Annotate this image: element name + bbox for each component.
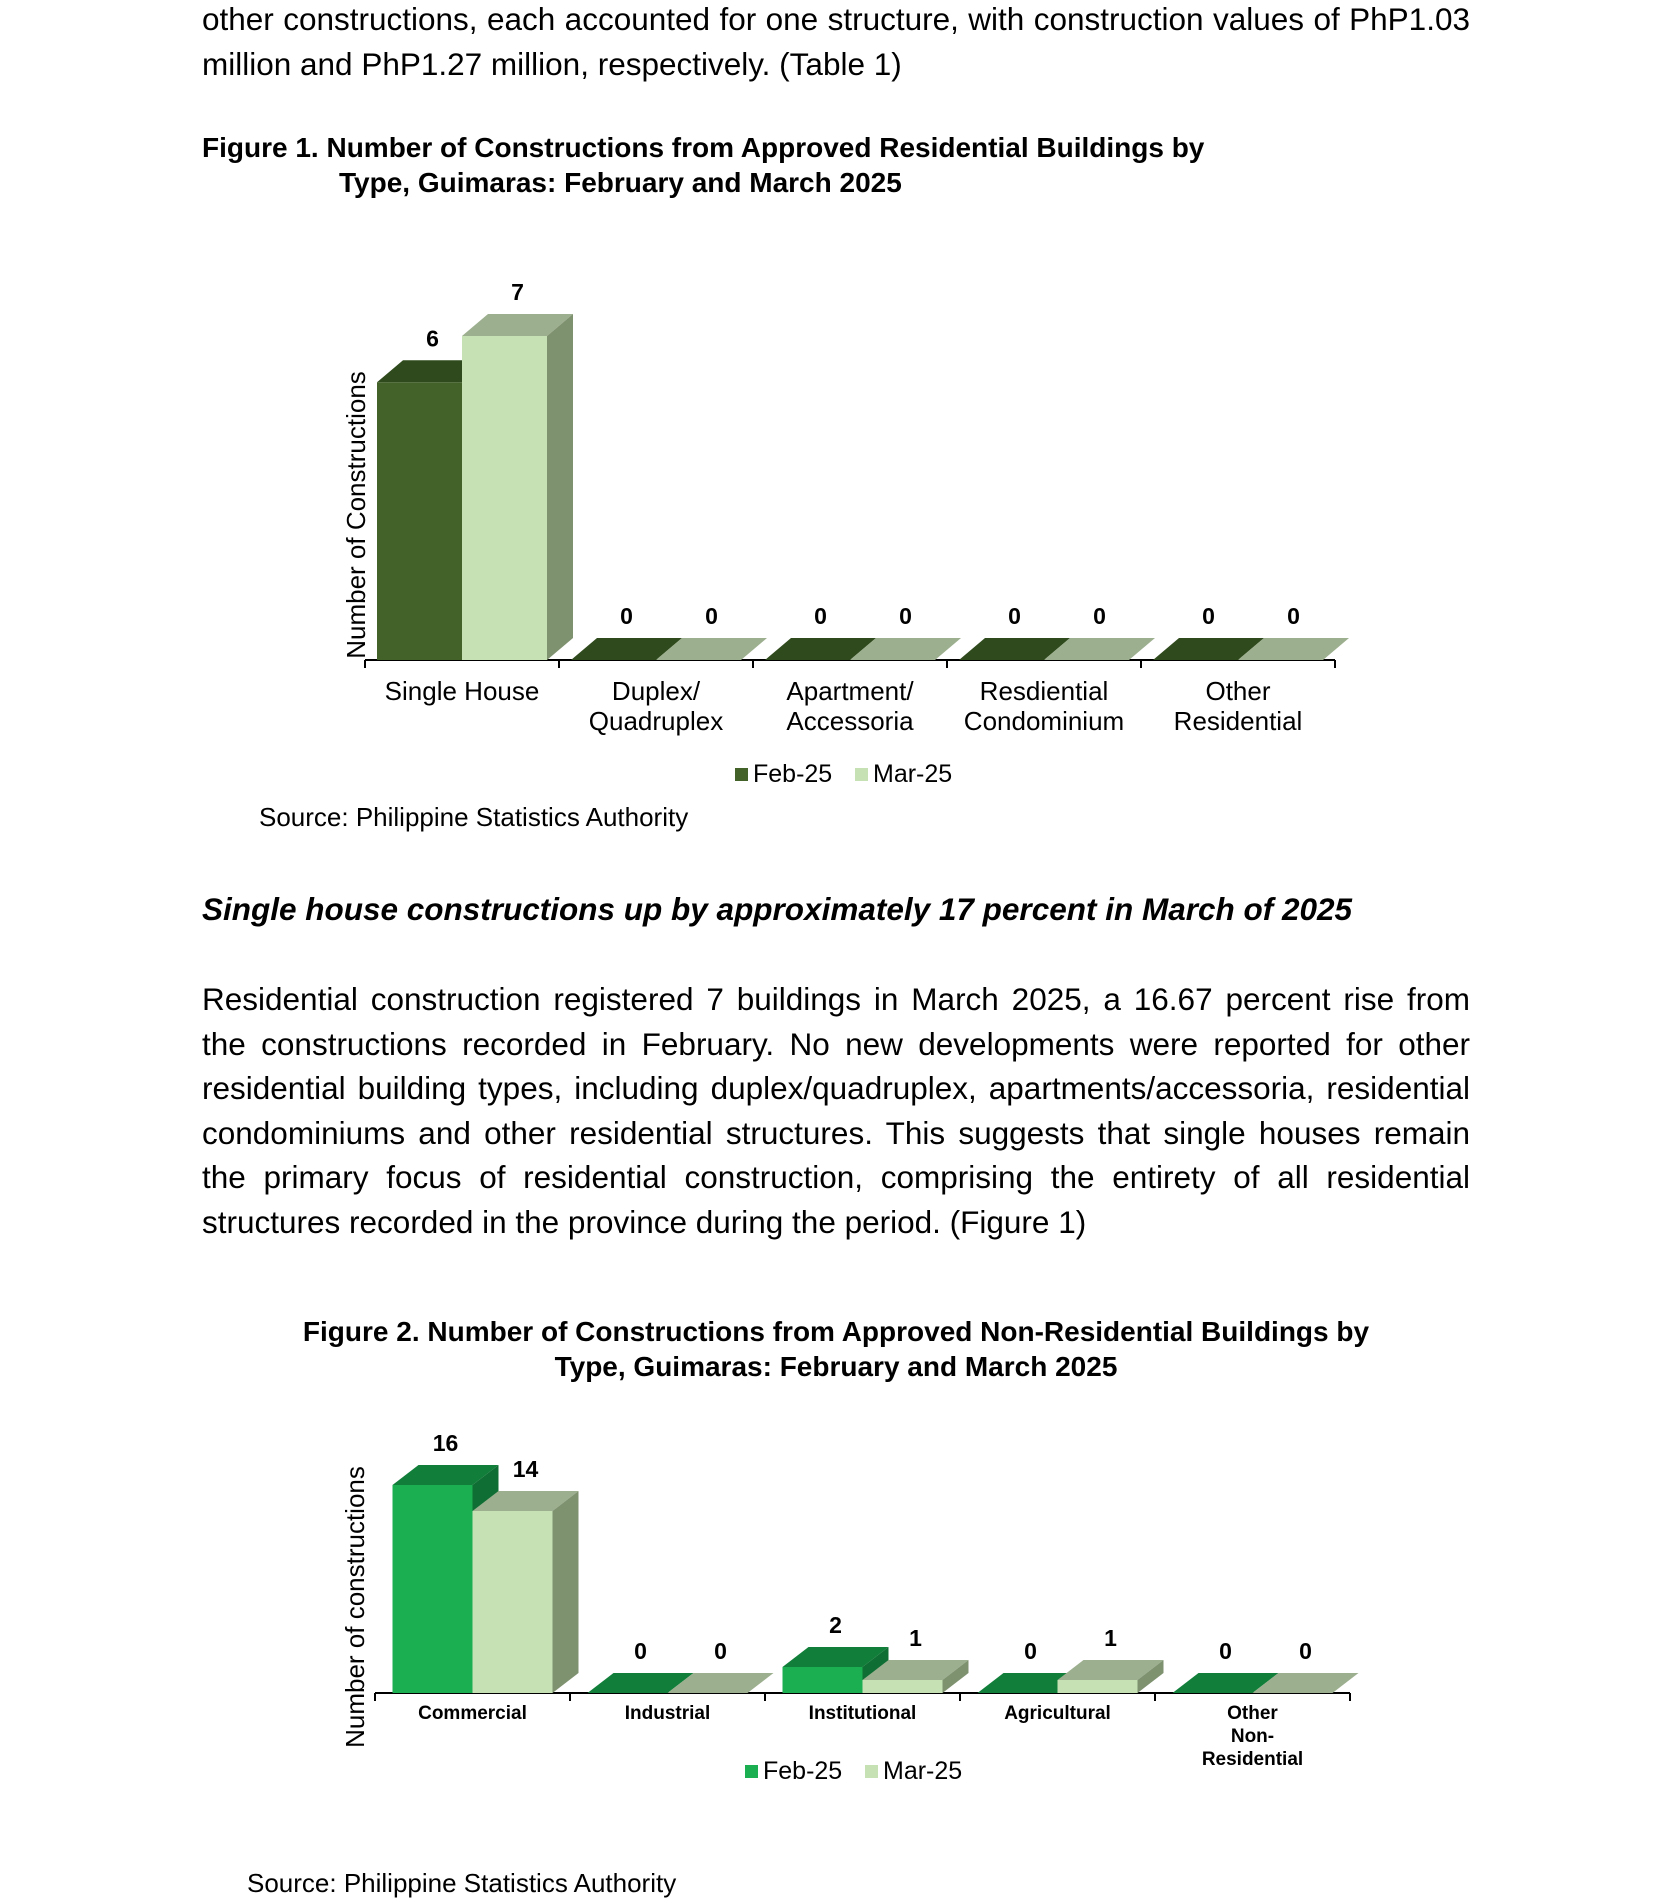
category-label: Duplex/ [612,676,701,706]
figure2-title-line2: Type, Guimaras: February and March 2025 [554,1351,1118,1382]
data-label: 7 [511,279,524,305]
data-label: 6 [426,325,439,351]
bar-mar-25-front [862,1680,943,1693]
category-label: Single House [385,676,540,706]
legend-label-mar-25: Mar-25 [873,760,952,788]
data-label: 0 [714,1638,727,1664]
legend-swatch-mar-25 [855,768,868,781]
bar-feb-25-top [587,1673,694,1693]
category-label: Quadruplex [589,706,723,736]
category-label: Non- [1231,1726,1274,1747]
data-label: 1 [1104,1625,1117,1651]
category-label: Condominium [964,706,1124,736]
bar-mar-25-top [850,638,961,660]
bar-mar-25-top [667,1673,774,1693]
y-axis-label: Number of Constructions [341,371,371,659]
bar-feb-25-front [392,1485,473,1693]
body-paragraph: Residential construction registered 7 bu… [202,981,1470,1240]
bar-mar-25-front [462,336,547,660]
category-label: Residential [1174,706,1303,736]
bar-mar-25-front [472,1511,553,1693]
bar-feb-25-top [959,638,1070,660]
bar-mar-25-side [547,314,573,660]
bar-mar-25-side [942,1660,969,1693]
bar-feb-25-top [765,638,876,660]
bar-mar-25-top [862,1660,969,1680]
bar-mar-25-top [1044,638,1155,660]
figure2-title: Figure 2. Number of Constructions from A… [202,1314,1470,1384]
data-label: 16 [433,1430,459,1456]
figure1-source: Source: Philippine Statistics Authority [259,802,689,832]
data-label: 0 [1008,603,1021,629]
figure2-title-line1: Figure 2. Number of Constructions from A… [302,1316,1370,1347]
legend-swatch-feb-25 [745,1765,758,1778]
category-label: Accessoria [786,706,914,736]
category-label: Apartment/ [786,676,914,706]
legend-label-feb-25: Feb-25 [763,1757,842,1785]
category-label: Industrial [625,1703,711,1724]
legend-swatch-mar-25 [865,1765,878,1778]
bar-mar-25-top [1252,1673,1359,1693]
legend-label-feb-25: Feb-25 [753,760,832,788]
category-label: Commercial [418,1703,527,1724]
data-label: 2 [829,1612,842,1638]
figure1-title: Figure 1. Number of Constructions from A… [202,130,1204,200]
bar-mar-25-top [462,314,573,336]
data-label: 0 [634,1638,647,1664]
category-label: Residential [1202,1749,1303,1770]
data-label: 0 [899,603,912,629]
category-label: Other [1227,1703,1278,1724]
bar-mar-25-front [1057,1680,1138,1693]
data-label: 0 [1299,1638,1312,1664]
data-label: 0 [1202,603,1215,629]
bar-mar-25-top [472,1491,579,1511]
section-heading: Single house constructions up by approxi… [202,891,1353,927]
bar-feb-25-front [782,1667,863,1693]
bar-feb-25-top [1172,1673,1279,1693]
bar-feb-25-top [377,360,488,383]
bar-mar-25-side [552,1491,579,1693]
data-label: 0 [1287,603,1300,629]
data-label: 0 [1093,603,1106,629]
legend-swatch-feb-25 [735,768,748,781]
data-label: 0 [705,603,718,629]
data-label: 0 [1024,1638,1037,1664]
bar-mar-25-top [1238,638,1349,660]
legend-label-mar-25: Mar-25 [883,1757,962,1785]
figure1-title-line1: Figure 1. Number of Constructions from A… [202,132,1205,163]
bar-feb-25-top [571,638,682,660]
data-label: 0 [620,603,633,629]
figure2-chart: 16 14 Commercial 0 0 Industrial 2 1 Institutiona… [340,1430,1359,1785]
bar-feb-25-top [782,1647,889,1667]
data-label: 0 [1219,1638,1232,1664]
figure1-title-line2: Type, Guimaras: February and March 2025 [339,167,902,198]
data-label: 0 [814,603,827,629]
category-label: Resdiential [980,676,1109,706]
bar-feb-25-top [392,1465,499,1485]
bar-feb-25-top [977,1673,1084,1693]
figure2-source: Source: Philippine Statistics Authority [247,1868,677,1898]
bar-mar-25-side [1137,1660,1164,1693]
data-label: 14 [513,1456,539,1482]
bar-feb-25-front [377,382,462,660]
category-label: Agricultural [1004,1703,1111,1724]
y-axis-label: Number of constructions [340,1466,370,1748]
intro-paragraph: other constructions, each accounted for … [202,1,1470,82]
bar-mar-25-top [1057,1660,1164,1680]
figure1-chart: 6 7 Single House 0 0 Duplex/Quadruplex 0 0 Apart… [341,279,1349,788]
bar-mar-25-top [656,638,767,660]
category-label: Institutional [809,1703,917,1724]
category-label: Other [1205,676,1270,706]
data-label: 1 [909,1625,922,1651]
bar-feb-25-top [1153,638,1264,660]
